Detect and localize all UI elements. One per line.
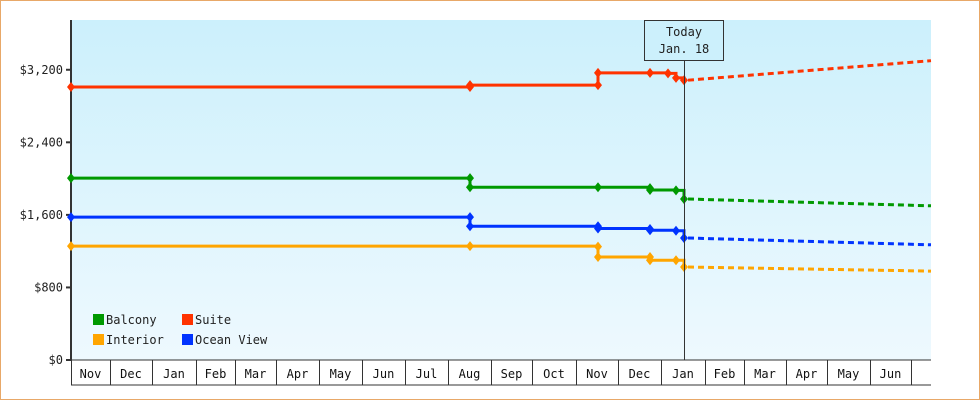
x-month-label: Sep <box>501 367 523 381</box>
y-tick-label: $1,600 <box>20 208 63 222</box>
legend-swatch-icon <box>93 314 104 325</box>
x-month-label: May <box>838 367 860 381</box>
legend-label: Ocean View <box>195 333 268 347</box>
legend-item-balcony[interactable]: Balcony <box>93 313 157 327</box>
series-suite <box>67 59 932 92</box>
data-point-marker[interactable] <box>646 225 654 236</box>
legend-label: Balcony <box>106 313 157 327</box>
data-point-marker[interactable] <box>67 173 75 184</box>
today-label-box <box>644 20 724 61</box>
legend-item-interior[interactable]: Interior <box>93 333 164 347</box>
data-point-marker[interactable] <box>594 67 602 78</box>
x-month-label: Aug <box>459 367 481 381</box>
x-axis: Nov Dec Jan Feb Mar Apr May Jun Jul Aug Sep Oct Nov D… <box>71 359 931 386</box>
legend-item-suite[interactable]: Suite <box>182 313 231 327</box>
x-month-label: Jan <box>672 367 694 381</box>
x-month-label: Oct <box>543 367 565 381</box>
data-point-marker[interactable] <box>672 185 680 196</box>
data-point-marker[interactable] <box>646 184 654 195</box>
x-month-label: Nov <box>80 367 102 381</box>
series-interior <box>67 241 932 273</box>
x-month-label: May <box>330 367 352 381</box>
today-label: Today <box>666 25 702 39</box>
x-month-label: Nov <box>586 367 608 381</box>
projection-line <box>687 265 932 273</box>
y-tick-label: $2,400 <box>20 135 63 149</box>
x-month-label: Jun <box>373 367 395 381</box>
y-axis: $0 $800 $1,600 $2,400 $3,200 <box>20 20 72 367</box>
legend-label: Interior <box>106 333 164 347</box>
data-point-marker[interactable] <box>672 255 680 266</box>
series-ocean-view <box>67 212 932 247</box>
y-tick-label: $0 <box>49 353 63 367</box>
data-point-marker[interactable] <box>67 241 75 252</box>
data-point-marker[interactable] <box>664 68 672 79</box>
x-month-label: Dec <box>629 367 651 381</box>
legend: Balcony Suite Interior Ocean View <box>93 313 268 347</box>
legend-swatch-icon <box>93 334 104 345</box>
data-point-marker[interactable] <box>594 223 602 234</box>
legend-label: Suite <box>195 313 231 327</box>
data-point-marker[interactable] <box>466 80 474 91</box>
series-balcony <box>67 173 932 208</box>
projection-line <box>687 59 932 82</box>
data-point-marker[interactable] <box>646 67 654 78</box>
today-marker: Today Jan. 18 <box>644 20 724 360</box>
data-point-marker[interactable] <box>594 182 602 193</box>
x-month-label: Jul <box>416 367 438 381</box>
data-point-marker[interactable] <box>466 212 474 223</box>
x-month-label: Mar <box>245 367 267 381</box>
data-point-marker[interactable] <box>67 212 75 223</box>
data-point-marker[interactable] <box>646 255 654 266</box>
data-point-marker[interactable] <box>466 241 474 252</box>
today-date: Jan. 18 <box>659 42 710 56</box>
data-point-marker[interactable] <box>672 72 680 83</box>
data-point-marker[interactable] <box>466 182 474 193</box>
legend-swatch-icon <box>182 314 193 325</box>
x-month-label: Jun <box>880 367 902 381</box>
x-month-label: Apr <box>287 367 309 381</box>
data-point-marker[interactable] <box>466 221 474 232</box>
projection-line <box>687 236 932 247</box>
x-month-label: Dec <box>120 367 142 381</box>
y-tick-label: $3,200 <box>20 63 63 77</box>
data-point-marker[interactable] <box>672 225 680 236</box>
x-month-label: Apr <box>796 367 818 381</box>
data-point-marker[interactable] <box>594 80 602 91</box>
data-point-marker[interactable] <box>466 173 474 184</box>
legend-item-ocean-view[interactable]: Ocean View <box>182 333 268 347</box>
x-month-label: Jan <box>163 367 185 381</box>
x-month-label: Mar <box>754 367 776 381</box>
data-point-marker[interactable] <box>594 252 602 263</box>
series-layer <box>67 59 932 273</box>
plot-area <box>71 20 931 360</box>
x-month-label: Feb <box>205 367 227 381</box>
x-month-label: Feb <box>714 367 736 381</box>
legend-swatch-icon <box>182 334 193 345</box>
y-tick-label: $800 <box>34 280 63 294</box>
projection-line <box>687 197 932 208</box>
data-point-marker[interactable] <box>594 241 602 252</box>
data-point-marker[interactable] <box>67 81 75 92</box>
